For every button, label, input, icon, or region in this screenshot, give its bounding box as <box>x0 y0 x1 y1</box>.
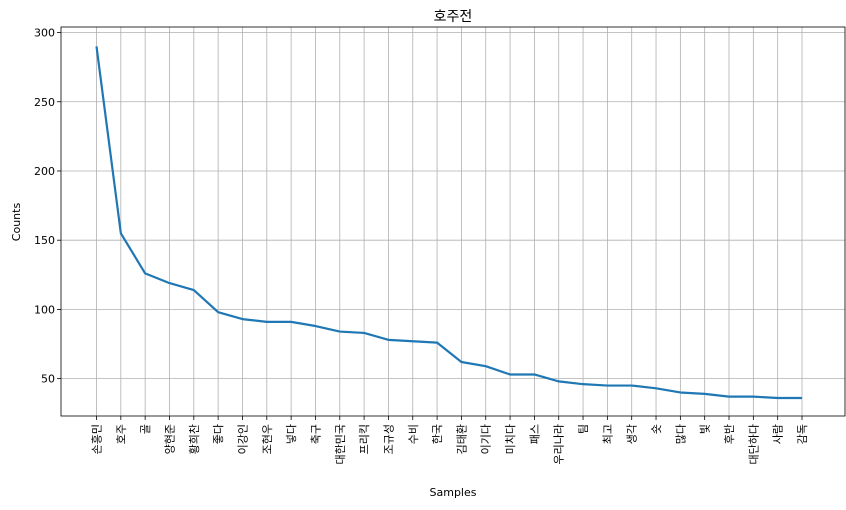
x-tick-label: 이강인 <box>236 424 249 454</box>
x-tick-label: 빛 <box>699 424 712 434</box>
x-tick-label: 좋다 <box>212 424 225 444</box>
x-tick-label: 미치다 <box>504 424 517 454</box>
x-tick-label: 손흥민 <box>90 424 104 454</box>
axis-ticks <box>57 32 803 420</box>
x-tick-label: 사람 <box>772 424 785 444</box>
x-tick-label: 최고 <box>601 424 614 444</box>
x-tick-label: 호주 <box>115 424 128 444</box>
y-tick-label: 300 <box>34 27 55 40</box>
y-tick-label: 100 <box>34 303 55 316</box>
x-tick-label: 김태환 <box>455 424 468 454</box>
x-axis-label: Samples <box>430 486 477 499</box>
grid-lines <box>61 27 845 416</box>
x-tick-label: 대한민국 <box>334 424 347 464</box>
x-tick-labels: 손흥민 호주 골 양현준 황희찬 좋다 이강인 조현우 넣다 축구 대한민국 프리킥 조규성 수비 한국 김태… <box>90 424 810 464</box>
x-tick-label: 양현준 <box>163 424 176 454</box>
x-tick-label: 후반 <box>723 424 736 444</box>
x-tick-label: 숏 <box>650 424 663 434</box>
y-tick-labels: 50 100 150 200 250 300 <box>34 27 55 386</box>
x-tick-label: 많다 <box>674 424 687 444</box>
x-tick-label: 골 <box>139 424 152 434</box>
x-tick-label: 수비 <box>407 424 420 444</box>
series-line <box>95 46 802 400</box>
x-tick-label: 조현우 <box>261 424 274 454</box>
y-tick-label: 200 <box>34 165 55 178</box>
x-tick-label: 패스 <box>528 424 541 444</box>
x-tick-label: 프리킥 <box>358 424 371 454</box>
x-tick-label: 감독 <box>796 424 809 444</box>
x-tick-label: 대단하다 <box>746 424 760 464</box>
x-tick-label: 넣다 <box>285 424 298 444</box>
x-tick-label: 황희찬 <box>187 424 201 454</box>
chart-title: 호주전 <box>434 9 473 25</box>
x-tick-label: 우리나라 <box>553 424 566 464</box>
x-tick-label: 이기다 <box>480 424 493 454</box>
x-tick-label: 생각 <box>626 424 639 444</box>
x-tick-label: 팀 <box>577 424 590 434</box>
y-axis-label: Counts <box>10 203 23 242</box>
y-tick-label: 150 <box>34 234 55 247</box>
x-tick-label: 조규성 <box>382 424 395 454</box>
x-tick-label: 축구 <box>309 424 322 444</box>
y-tick-label: 50 <box>41 373 55 386</box>
y-tick-label: 250 <box>34 96 55 109</box>
plot-frame <box>60 26 846 417</box>
x-tick-label: 한국 <box>431 424 444 444</box>
